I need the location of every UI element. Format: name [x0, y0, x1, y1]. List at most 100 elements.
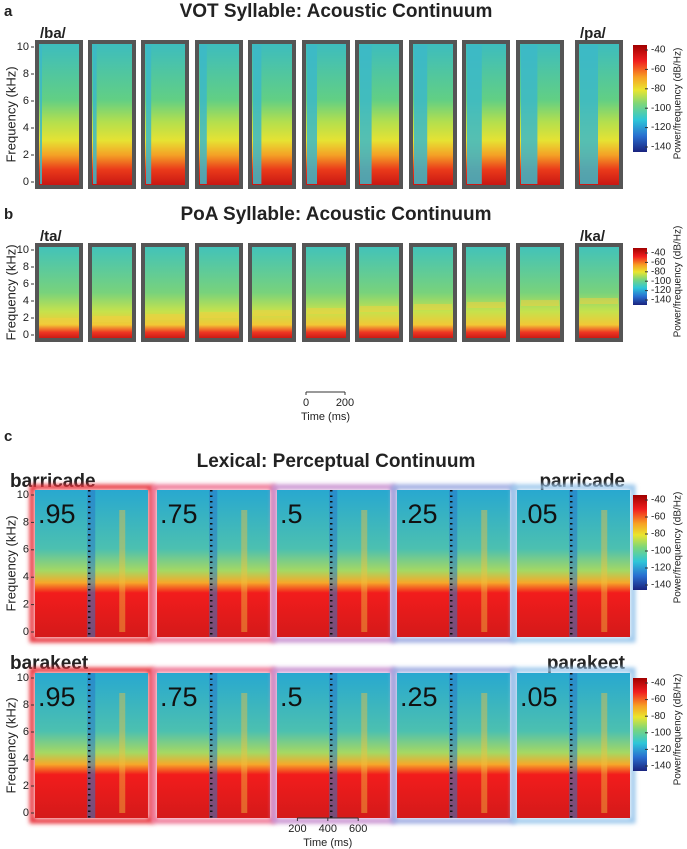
colorbar-tick-label: -100: [651, 727, 671, 738]
colorbar-tick-label: -40: [651, 45, 666, 56]
frame-glow: [29, 667, 154, 824]
x-tick-label: 600: [349, 823, 367, 835]
spectrogram: [462, 40, 510, 189]
spectrogram: [195, 243, 243, 342]
formant-band: [253, 310, 291, 316]
voicing-gap: [580, 45, 598, 184]
endpoint-label: /ba/: [40, 25, 67, 42]
spectrogram: [355, 243, 403, 342]
probability-label: .25: [400, 682, 438, 712]
spectrogram: [88, 40, 136, 189]
colorbar-tick-label: -100: [651, 276, 671, 287]
closure-gap: [449, 673, 458, 818]
voicing-gap: [360, 45, 372, 184]
y-tick-label: 8: [23, 699, 29, 711]
probability-label: .75: [160, 682, 198, 712]
colorbar-tick-label: -140: [651, 142, 671, 153]
release: [119, 510, 126, 632]
y-tick-label: 2: [23, 780, 29, 792]
colorbar-tick-label: -80: [651, 83, 666, 94]
release: [361, 510, 368, 632]
formant-band: [467, 302, 505, 308]
spectrogram-frame: [516, 243, 564, 342]
spectrogram: [302, 40, 350, 189]
spectrogram: .75: [151, 484, 276, 643]
release: [481, 510, 488, 632]
spectrogram: [88, 243, 136, 342]
probability-label: .25: [400, 499, 438, 529]
spectrogram-frame: [88, 40, 136, 189]
release: [601, 510, 608, 632]
y-tick-label: 4: [23, 295, 29, 307]
spectrogram-frame: [248, 243, 296, 342]
colorbar-tick-label: -40: [651, 495, 666, 506]
voicing-gap: [93, 45, 97, 184]
spectrogram-frame: [195, 40, 243, 189]
colorbar-tick-label: -60: [651, 257, 666, 268]
colorbar-tick-label: -100: [651, 546, 671, 557]
closure-gap: [87, 490, 96, 637]
spectrogram-image: [90, 245, 134, 340]
frame-glow: [29, 484, 154, 643]
panel-title: VOT Syllable: Acoustic Continuum: [180, 1, 493, 22]
spectrogram-image: [197, 245, 241, 340]
spectrogram-frame: [35, 243, 83, 342]
spectrogram: .25: [391, 667, 516, 824]
spectrogram: .05: [511, 484, 636, 643]
spectrogram-frame: [302, 40, 350, 189]
spectrogram: [141, 40, 189, 189]
x-tick-label: 0: [303, 397, 309, 409]
release: [119, 693, 126, 813]
y-tick-label: 10: [17, 489, 29, 501]
spectrogram-frame: [355, 40, 403, 189]
colorbar: [633, 45, 647, 152]
x-tick-label: 200: [288, 823, 306, 835]
spectrogram: [575, 40, 623, 189]
spectrogram-frame: [462, 40, 510, 189]
endpoint-label: /ta/: [40, 228, 63, 245]
y-tick-label: 8: [23, 516, 29, 528]
x-axis-label: Time (ms): [301, 411, 350, 423]
y-tick-label: 0: [23, 626, 29, 638]
colorbar-label: Power/frequency (dB/Hz): [673, 48, 684, 160]
spectrogram: [248, 243, 296, 342]
y-axis-label: Frequency (kHz): [3, 244, 18, 340]
y-tick-label: 4: [23, 122, 29, 134]
spectrogram-image: [464, 245, 508, 340]
y-tick-label: 0: [23, 176, 29, 188]
x-tick-label: 200: [336, 397, 354, 409]
voicing-gap: [200, 45, 207, 184]
spectrogram-image: [411, 245, 455, 340]
y-tick-label: 4: [23, 753, 29, 765]
release: [601, 693, 608, 813]
voicing-gap: [414, 45, 428, 184]
spectrogram-frame: [302, 243, 350, 342]
y-tick-label: 2: [23, 599, 29, 611]
colorbar: [633, 495, 647, 590]
y-tick-label: 6: [23, 95, 29, 107]
probability-label: .95: [38, 682, 76, 712]
panel-letter: a: [4, 3, 13, 20]
spectrogram-frame: [248, 40, 296, 189]
spectrogram: [35, 40, 83, 189]
colorbar-tick-label: -60: [651, 694, 666, 705]
closure-gap: [569, 673, 578, 818]
colorbar-tick-label: -120: [651, 285, 671, 296]
spectrogram-image: [577, 245, 621, 340]
spectrogram-image: [518, 245, 562, 340]
spectrogram-frame: [141, 243, 189, 342]
spectrogram-frame: [35, 40, 83, 189]
closure-gap: [209, 673, 218, 818]
spectrogram-frame: [575, 40, 623, 189]
release: [361, 693, 368, 813]
colorbar-tick-label: -80: [651, 711, 666, 722]
closure-gap: [329, 673, 338, 818]
y-axis-label: Frequency (kHz): [3, 697, 18, 793]
probability-label: .95: [38, 499, 76, 529]
spectrogram: [195, 40, 243, 189]
spectrogram: .95: [29, 667, 154, 824]
spectrogram-frame: [195, 243, 243, 342]
y-tick-label: 2: [23, 149, 29, 161]
spectrogram-image: [357, 245, 401, 340]
formant-band: [93, 316, 131, 322]
